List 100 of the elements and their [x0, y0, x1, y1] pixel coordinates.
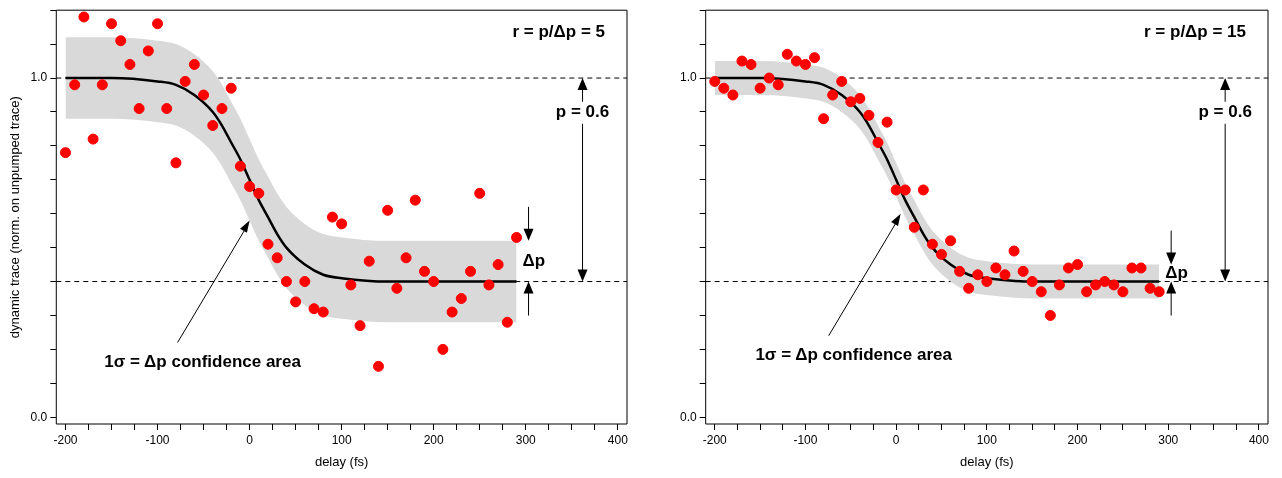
point — [59, 147, 71, 159]
point — [511, 231, 523, 243]
point — [244, 181, 256, 193]
point — [115, 35, 127, 47]
point — [326, 211, 338, 223]
point — [1144, 282, 1156, 294]
point — [1153, 286, 1165, 298]
point — [1008, 245, 1020, 257]
point — [262, 238, 274, 250]
point — [299, 276, 311, 288]
point — [809, 52, 821, 64]
point — [161, 103, 173, 115]
point — [845, 96, 857, 108]
x-tick-label: -200 — [53, 432, 78, 447]
y-tick-label: 1.0 — [30, 70, 48, 85]
point — [863, 109, 875, 121]
point — [198, 89, 210, 101]
point — [945, 235, 957, 247]
point — [106, 18, 118, 30]
point — [790, 55, 802, 67]
x-tick-label: 100 — [331, 432, 352, 447]
point — [345, 279, 357, 291]
point — [881, 116, 893, 128]
point — [290, 296, 302, 308]
point — [727, 89, 739, 101]
x-tick-label: -100 — [793, 432, 818, 447]
point — [781, 48, 793, 60]
x-tick-label: 400 — [607, 432, 629, 447]
point — [69, 79, 81, 91]
point — [152, 18, 164, 30]
point — [391, 282, 403, 294]
y-tick-label: 0.0 — [30, 409, 48, 424]
x-tick-label: 300 — [1158, 432, 1179, 447]
point — [124, 58, 136, 70]
y-axis-title: dynamic trace (norm. on unpumped trace) — [7, 96, 23, 339]
x-tick-label: 0 — [246, 432, 254, 447]
point — [133, 103, 145, 115]
point — [917, 184, 929, 196]
annotation: 1σ = Δp confidence area — [104, 352, 302, 372]
point — [872, 136, 884, 148]
point — [954, 265, 966, 277]
point — [799, 58, 811, 70]
point — [96, 79, 108, 91]
point — [981, 276, 993, 288]
annotation: 1σ = Δp confidence area — [755, 345, 953, 365]
point — [170, 157, 182, 169]
point — [465, 265, 477, 277]
point — [1081, 286, 1093, 298]
point — [827, 89, 839, 101]
point — [718, 82, 730, 94]
x-tick-label: 200 — [1067, 432, 1088, 447]
x-axis-title: delay (fs) — [314, 453, 369, 469]
point — [207, 120, 219, 132]
point — [854, 92, 866, 104]
point — [818, 113, 830, 125]
point — [354, 320, 366, 332]
point — [926, 238, 938, 250]
annotation: Δp — [522, 250, 546, 270]
x-tick-label: 200 — [423, 432, 445, 447]
point — [890, 184, 902, 196]
y-tick-label: 0.0 — [679, 409, 697, 424]
x-tick-label: -200 — [702, 432, 728, 447]
point — [216, 103, 228, 115]
point — [142, 45, 154, 57]
point — [745, 58, 757, 70]
point — [1062, 262, 1074, 274]
annotation: r = p/Δp = 15 — [1144, 21, 1246, 41]
point — [234, 160, 246, 172]
point — [455, 293, 467, 304]
point — [400, 252, 412, 264]
point — [78, 11, 90, 23]
point — [428, 276, 440, 288]
point — [418, 265, 430, 277]
point — [709, 75, 721, 87]
point — [990, 262, 1002, 274]
point — [188, 58, 200, 70]
point — [363, 255, 375, 267]
point — [483, 279, 495, 291]
point — [1090, 279, 1102, 291]
point — [1117, 286, 1129, 298]
point — [492, 259, 504, 271]
point — [225, 82, 237, 94]
point — [271, 252, 283, 264]
point — [446, 306, 458, 318]
point — [908, 221, 920, 233]
point — [280, 276, 292, 288]
point — [474, 187, 486, 199]
point — [336, 218, 348, 230]
point — [382, 204, 394, 216]
point — [437, 343, 449, 355]
point — [1108, 279, 1120, 291]
point — [999, 269, 1011, 281]
x-axis-title: delay (fs) — [960, 453, 1014, 469]
point — [772, 79, 784, 91]
point — [935, 248, 947, 260]
point — [1099, 276, 1111, 288]
point — [87, 133, 99, 145]
point — [179, 75, 191, 87]
point — [253, 187, 265, 199]
point — [963, 282, 975, 294]
